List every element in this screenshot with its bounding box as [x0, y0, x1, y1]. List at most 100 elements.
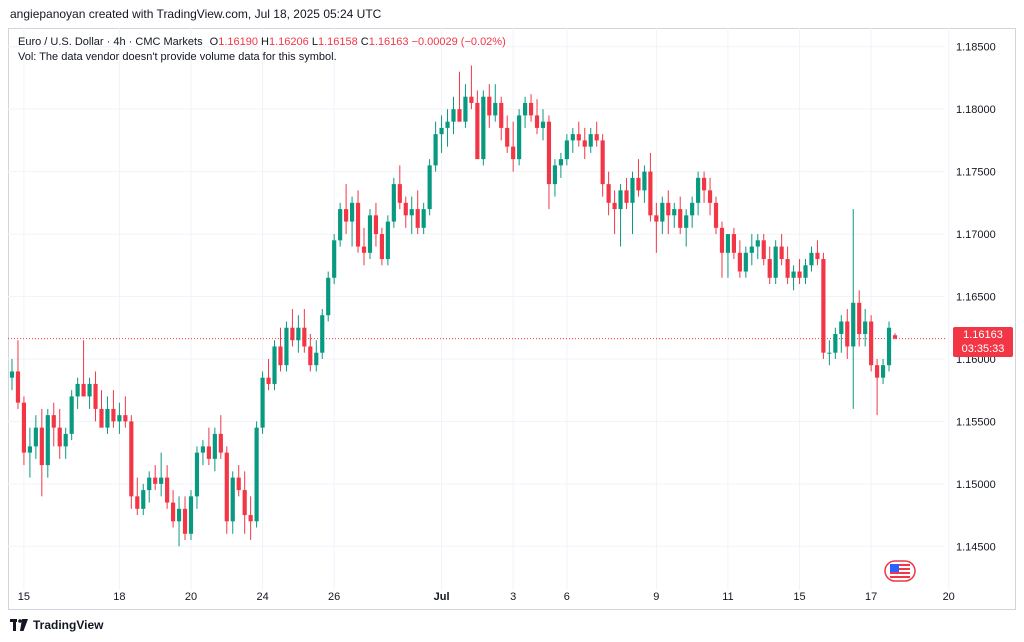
- candle[interactable]: [654, 202, 659, 253]
- candle[interactable]: [63, 427, 68, 459]
- candle[interactable]: [206, 427, 211, 466]
- candle[interactable]: [9, 358, 15, 391]
- candle[interactable]: [487, 84, 492, 128]
- candle[interactable]: [821, 252, 826, 359]
- candle[interactable]: [361, 227, 367, 266]
- candle[interactable]: [314, 340, 319, 372]
- candle[interactable]: [773, 240, 778, 285]
- candle[interactable]: [612, 190, 617, 235]
- candle[interactable]: [212, 427, 217, 472]
- candle[interactable]: [827, 340, 832, 366]
- candle[interactable]: [684, 209, 689, 247]
- candle[interactable]: [779, 234, 784, 266]
- candle[interactable]: [194, 446, 200, 509]
- candle[interactable]: [93, 371, 98, 422]
- candle[interactable]: [523, 96, 528, 128]
- candle[interactable]: [678, 196, 683, 235]
- candle[interactable]: [75, 377, 80, 409]
- legend-symbol[interactable]: Euro / U.S. Dollar · 4h · CMC Markets: [18, 36, 203, 48]
- candle[interactable]: [188, 490, 194, 541]
- candle[interactable]: [373, 202, 379, 247]
- candle[interactable]: [45, 408, 50, 478]
- candle[interactable]: [457, 71, 462, 122]
- candle[interactable]: [785, 246, 790, 285]
- candle[interactable]: [87, 377, 92, 409]
- candle[interactable]: [296, 315, 301, 353]
- candle[interactable]: [600, 134, 605, 197]
- candle[interactable]: [809, 246, 814, 272]
- candle[interactable]: [857, 290, 862, 347]
- candle[interactable]: [594, 121, 599, 147]
- candle[interactable]: [439, 115, 444, 153]
- candle[interactable]: [737, 240, 742, 278]
- candle[interactable]: [159, 452, 164, 497]
- candle[interactable]: [242, 471, 247, 534]
- candle[interactable]: [320, 309, 325, 359]
- candle[interactable]: [51, 402, 56, 447]
- candle[interactable]: [469, 65, 474, 110]
- candle[interactable]: [224, 446, 229, 534]
- candle[interactable]: [326, 271, 331, 322]
- candle[interactable]: [863, 309, 868, 347]
- candle[interactable]: [845, 309, 850, 359]
- candle[interactable]: [135, 477, 140, 516]
- candle[interactable]: [660, 196, 665, 235]
- candle[interactable]: [713, 196, 719, 235]
- candle[interactable]: [475, 90, 480, 160]
- candle[interactable]: [278, 327, 283, 372]
- candle[interactable]: [248, 496, 253, 541]
- candle[interactable]: [349, 196, 355, 247]
- candle[interactable]: [672, 202, 677, 228]
- candle[interactable]: [588, 127, 593, 153]
- candle[interactable]: [564, 134, 569, 166]
- candle[interactable]: [111, 390, 116, 428]
- candle[interactable]: [427, 159, 432, 216]
- candle[interactable]: [39, 408, 44, 497]
- candle[interactable]: [606, 171, 611, 216]
- candle[interactable]: [755, 234, 760, 260]
- candle[interactable]: [499, 96, 504, 141]
- candle[interactable]: [815, 240, 820, 266]
- candle[interactable]: [332, 234, 337, 285]
- candle[interactable]: [344, 184, 349, 235]
- candle[interactable]: [767, 246, 772, 285]
- candle[interactable]: [391, 177, 396, 228]
- candle[interactable]: [761, 234, 766, 266]
- candle[interactable]: [176, 496, 182, 547]
- candle[interactable]: [236, 465, 241, 497]
- footer-brand[interactable]: TradingView: [33, 618, 104, 632]
- candle[interactable]: [254, 421, 259, 528]
- candle[interactable]: [511, 121, 516, 172]
- candle[interactable]: [141, 483, 146, 516]
- candle[interactable]: [582, 127, 587, 160]
- candle[interactable]: [284, 321, 289, 372]
- candle[interactable]: [666, 190, 671, 235]
- chart-frame[interactable]: [8, 28, 1016, 610]
- candle[interactable]: [433, 121, 438, 172]
- candle[interactable]: [570, 127, 575, 153]
- candle[interactable]: [266, 358, 271, 391]
- candle[interactable]: [355, 190, 361, 253]
- candle[interactable]: [290, 309, 295, 347]
- us-flag-icon[interactable]: [884, 560, 916, 582]
- candle[interactable]: [880, 358, 886, 384]
- candle[interactable]: [33, 415, 38, 459]
- candle[interactable]: [367, 209, 373, 260]
- candle[interactable]: [505, 115, 510, 153]
- candle[interactable]: [21, 396, 27, 466]
- candle[interactable]: [385, 215, 390, 266]
- candle[interactable]: [892, 333, 898, 340]
- candle[interactable]: [642, 165, 647, 203]
- candle[interactable]: [851, 209, 856, 409]
- candle[interactable]: [517, 109, 522, 166]
- candle[interactable]: [105, 396, 110, 434]
- candle[interactable]: [409, 196, 414, 235]
- candle[interactable]: [99, 390, 104, 428]
- candle[interactable]: [701, 171, 707, 203]
- candle[interactable]: [338, 202, 343, 247]
- candle[interactable]: [481, 90, 486, 166]
- candle[interactable]: [630, 171, 635, 235]
- candle[interactable]: [707, 177, 713, 216]
- candle[interactable]: [445, 109, 450, 147]
